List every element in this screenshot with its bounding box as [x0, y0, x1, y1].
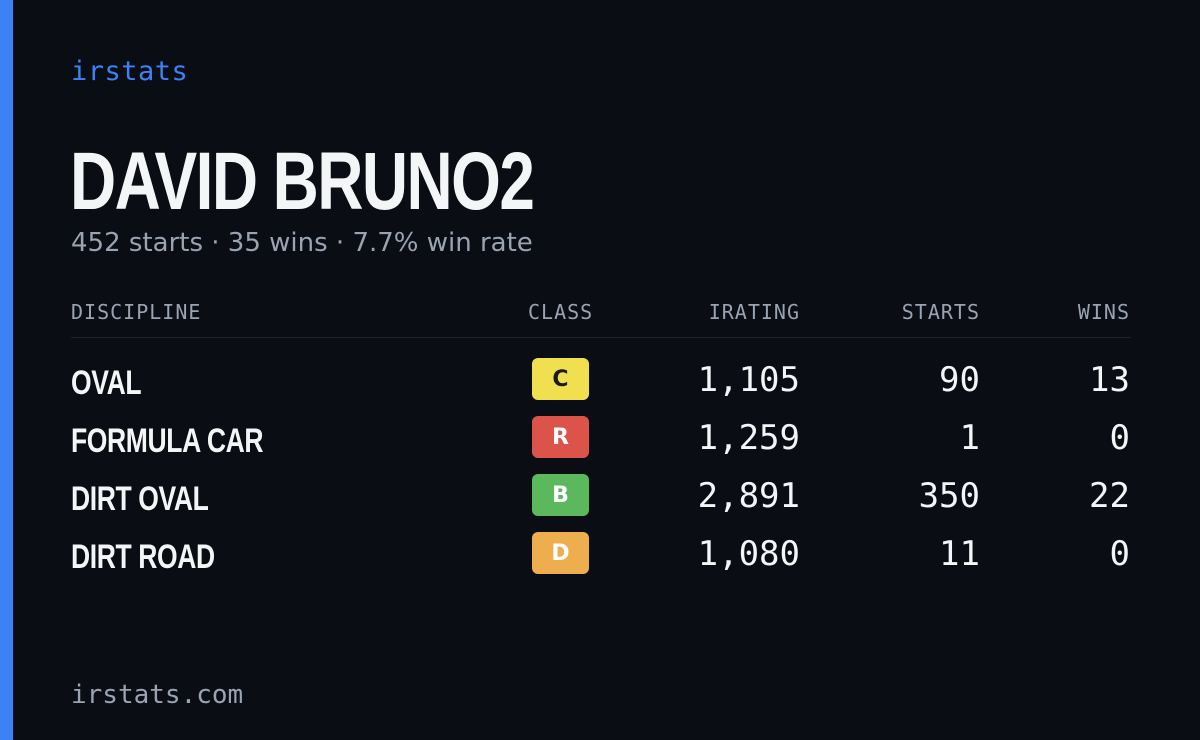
table-header: DISCIPLINE CLASS IRATING STARTS WINS	[71, 296, 1131, 338]
discipline-cell: DIRT ROAD	[71, 538, 215, 576]
discipline-cell: OVAL	[71, 364, 142, 402]
irating-cell: 1,080	[697, 534, 800, 574]
accent-bar	[0, 0, 13, 740]
table-row: DIRT ROAD D 1,080 11 0	[71, 520, 1131, 578]
table-row: FORMULA CAR R 1,259 1 0	[71, 404, 1131, 462]
class-badge: B	[532, 474, 589, 516]
header-discipline: DISCIPLINE	[71, 300, 202, 324]
ratings-table: DISCIPLINE CLASS IRATING STARTS WINS OVA…	[71, 296, 1131, 578]
starts-cell: 11	[939, 534, 980, 574]
header-wins: WINS	[1077, 300, 1130, 324]
class-badge: R	[532, 416, 589, 458]
discipline-cell: FORMULA CAR	[71, 422, 264, 460]
starts-cell: 1	[959, 418, 980, 458]
class-badge: C	[532, 358, 589, 400]
header-irating: IRATING	[708, 300, 800, 324]
header-class: CLASS	[528, 300, 594, 324]
table-row: OVAL C 1,105 90 13	[71, 346, 1131, 404]
stats-summary: 452 starts · 35 wins · 7.7% win rate	[71, 228, 533, 258]
wins-cell: 13	[1089, 360, 1130, 400]
starts-cell: 90	[939, 360, 980, 400]
wins-cell: 0	[1109, 534, 1130, 574]
brand-logo-text[interactable]: irstats	[71, 56, 189, 87]
table-body: OVAL C 1,105 90 13 FORMULA CAR R 1,259 1…	[71, 338, 1131, 578]
irating-cell: 2,891	[697, 476, 800, 516]
class-badge: D	[532, 532, 589, 574]
irating-cell: 1,105	[697, 360, 800, 400]
irating-cell: 1,259	[697, 418, 800, 458]
header-starts: STARTS	[901, 300, 980, 324]
starts-cell: 350	[918, 476, 980, 516]
wins-cell: 22	[1089, 476, 1130, 516]
page-title: DAVID BRUNO2	[70, 136, 535, 227]
table-row: DIRT OVAL B 2,891 350 22	[71, 462, 1131, 520]
discipline-cell: DIRT OVAL	[71, 480, 209, 518]
wins-cell: 0	[1109, 418, 1130, 458]
footer-url[interactable]: irstats.com	[71, 680, 244, 710]
